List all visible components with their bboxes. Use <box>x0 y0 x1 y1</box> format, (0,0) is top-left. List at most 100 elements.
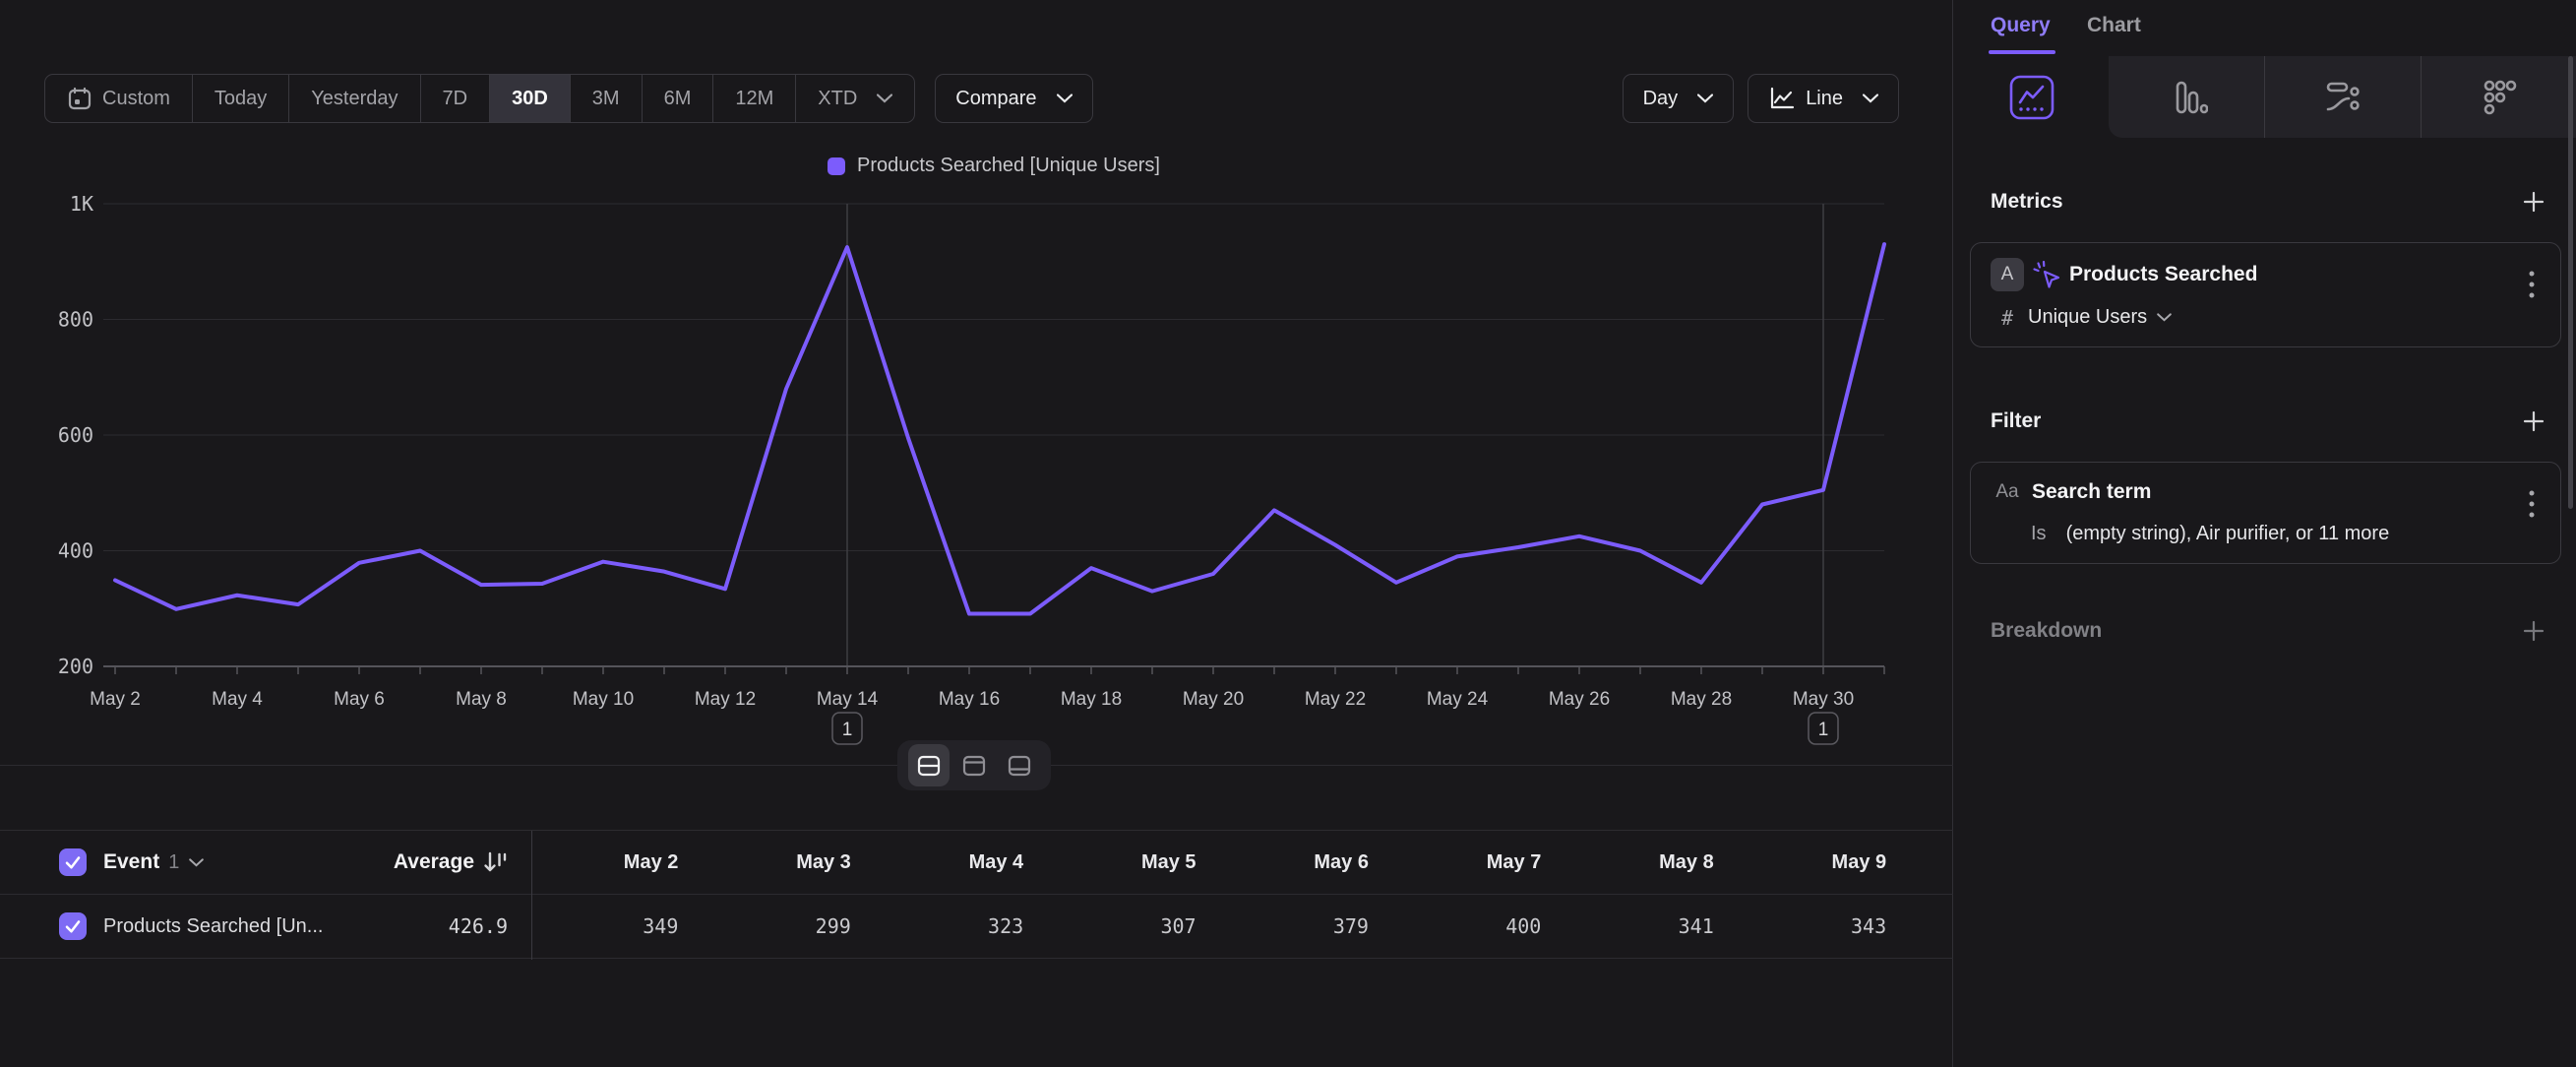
select-all-checkbox[interactable] <box>59 848 87 876</box>
table-column-divider <box>531 831 532 960</box>
table-date-headers: May 2May 3May 4May 5May 6May 7May 8May 9 <box>531 851 1953 874</box>
granularity-button[interactable]: Day <box>1623 74 1735 123</box>
filter-menu-button[interactable] <box>2519 486 2545 522</box>
layout-table-only-button[interactable] <box>999 744 1040 786</box>
y-axis-tick-label: 1K <box>70 192 93 216</box>
range-custom-label: Custom <box>102 88 170 110</box>
x-axis-tick-label: May 12 <box>695 689 756 710</box>
metric-card-line1: A Products Searched <box>1991 258 2541 291</box>
range-12m[interactable]: 12M <box>713 75 796 122</box>
split-horizontal-icon <box>916 753 942 779</box>
table-header-row: Event 1 Average May 2May 3May 4May 5May … <box>0 831 1953 895</box>
range-yesterday[interactable]: Yesterday <box>289 75 420 122</box>
aggregation-dropdown[interactable]: Unique Users <box>2028 306 2147 329</box>
breakdown-section-header: Breakdown <box>1991 616 2548 646</box>
layout-split-button[interactable] <box>908 744 950 786</box>
aggregation-prefix: # <box>1991 306 2024 330</box>
charttype-retention-tab[interactable] <box>2421 56 2576 138</box>
insights-line-icon <box>2009 75 2055 120</box>
event-dropdown[interactable]: Event 1 <box>87 850 204 874</box>
x-axis-tick-label: May 6 <box>334 689 385 710</box>
y-axis-tick-label: 200 <box>58 655 93 678</box>
filter-card-line1: Aa Search term <box>1991 477 2541 507</box>
panel-bottom-icon <box>1007 753 1032 779</box>
metrics-section-header: Metrics <box>1991 187 2548 217</box>
range-today[interactable]: Today <box>193 75 289 122</box>
x-axis-tick-label: May 16 <box>939 689 1000 710</box>
table-date-header: May 8 <box>1566 851 1739 874</box>
range-xtd[interactable]: XTD <box>796 75 914 122</box>
row-checkbox[interactable] <box>59 912 87 940</box>
event-cursor-icon <box>2032 260 2061 289</box>
chevron-down-icon <box>1863 94 1878 103</box>
table-header-left: Event 1 Average <box>0 848 531 876</box>
x-axis-tick-label: May 30 <box>1793 689 1854 710</box>
compare-button[interactable]: Compare <box>935 74 1092 123</box>
x-axis-tick-label: May 18 <box>1061 689 1122 710</box>
x-axis-tick-label: May 10 <box>573 689 634 710</box>
add-breakdown-button[interactable] <box>2519 616 2548 646</box>
table-cell-value: 349 <box>531 914 704 938</box>
table-cell-value: 299 <box>704 914 876 938</box>
add-filter-button[interactable] <box>2519 407 2548 436</box>
series-line[interactable] <box>115 244 1884 613</box>
layout-toggle <box>897 740 1051 790</box>
range-30d[interactable]: 30D <box>490 75 571 122</box>
x-axis-tick-label: May 22 <box>1305 689 1366 710</box>
annotation-badge-label: 1 <box>1818 720 1829 740</box>
main-panel: Custom Today Yesterday 7D 30D 3M 6M 12M … <box>0 0 1953 1067</box>
toolbar: Custom Today Yesterday 7D 30D 3M 6M 12M … <box>44 74 1899 123</box>
query-sidebar: Query Chart <box>1954 0 2576 1067</box>
charttype-funnels-tab[interactable] <box>2109 56 2264 138</box>
average-sort[interactable]: Average <box>394 850 531 874</box>
tab-query[interactable]: Query <box>1991 14 2051 37</box>
add-metric-button[interactable] <box>2519 187 2548 217</box>
annotation-badge-label: 1 <box>842 720 853 740</box>
charttype-insights-tab[interactable] <box>1954 56 2109 138</box>
metric-name: Products Searched <box>2069 263 2257 286</box>
table-date-header: May 4 <box>877 851 1049 874</box>
table-row: Products Searched [Un... 426.9 349299323… <box>0 895 1953 959</box>
date-range-group: Custom Today Yesterday 7D 30D 3M 6M 12M … <box>44 74 915 123</box>
table-row-average: 426.9 <box>449 914 531 938</box>
filter-operator[interactable]: Is <box>2031 523 2047 545</box>
filter-property-name: Search term <box>2032 480 2151 504</box>
table-cell-value: 343 <box>1740 914 1912 938</box>
range-custom[interactable]: Custom <box>45 75 193 122</box>
table-row-values: 349299323307379400341343 <box>531 914 1953 938</box>
layout-chart-only-button[interactable] <box>953 744 995 786</box>
flow-icon <box>2321 76 2364 119</box>
y-axis-tick-label: 800 <box>58 308 93 332</box>
active-tab-underline <box>1989 50 2055 54</box>
tab-chart[interactable]: Chart <box>2087 14 2141 37</box>
table-cell-value: 379 <box>1222 914 1394 938</box>
metric-card[interactable]: A Products Searched # Unique Users <box>1970 242 2561 347</box>
range-7d[interactable]: 7D <box>421 75 491 122</box>
table-cell-value: 400 <box>1394 914 1566 938</box>
sidebar-scrollbar[interactable] <box>2568 56 2573 509</box>
filter-card[interactable]: Aa Search term Is (empty string), Air pu… <box>1970 462 2561 564</box>
x-axis-tick-label: May 14 <box>817 689 879 710</box>
table-row-left: Products Searched [Un... 426.9 <box>0 912 531 940</box>
panel-top-icon <box>961 753 987 779</box>
table-date-header: May 3 <box>704 851 876 874</box>
funnel-bars-icon <box>2165 76 2208 119</box>
chevron-down-icon[interactable] <box>2157 313 2172 322</box>
y-axis-tick-label: 600 <box>58 423 93 447</box>
table-cell-value: 341 <box>1566 914 1739 938</box>
x-axis-tick-label: May 24 <box>1427 689 1489 710</box>
table-cell-value: 307 <box>1049 914 1221 938</box>
filter-value[interactable]: (empty string), Air purifier, or 11 more <box>2066 523 2390 545</box>
x-axis-tick-label: May 26 <box>1549 689 1610 710</box>
chevron-down-icon <box>877 94 892 103</box>
filter-section-header: Filter <box>1991 407 2548 436</box>
calendar-icon <box>67 86 92 111</box>
range-3m[interactable]: 3M <box>571 75 643 122</box>
x-axis-tick-label: May 20 <box>1183 689 1244 710</box>
toolbar-right: Day Line <box>1623 74 1899 123</box>
sort-descending-icon <box>482 850 508 874</box>
chart-type-button[interactable]: Line <box>1748 74 1899 123</box>
charttype-flows-tab[interactable] <box>2264 56 2421 138</box>
range-6m[interactable]: 6M <box>643 75 714 122</box>
metric-menu-button[interactable] <box>2519 267 2545 302</box>
